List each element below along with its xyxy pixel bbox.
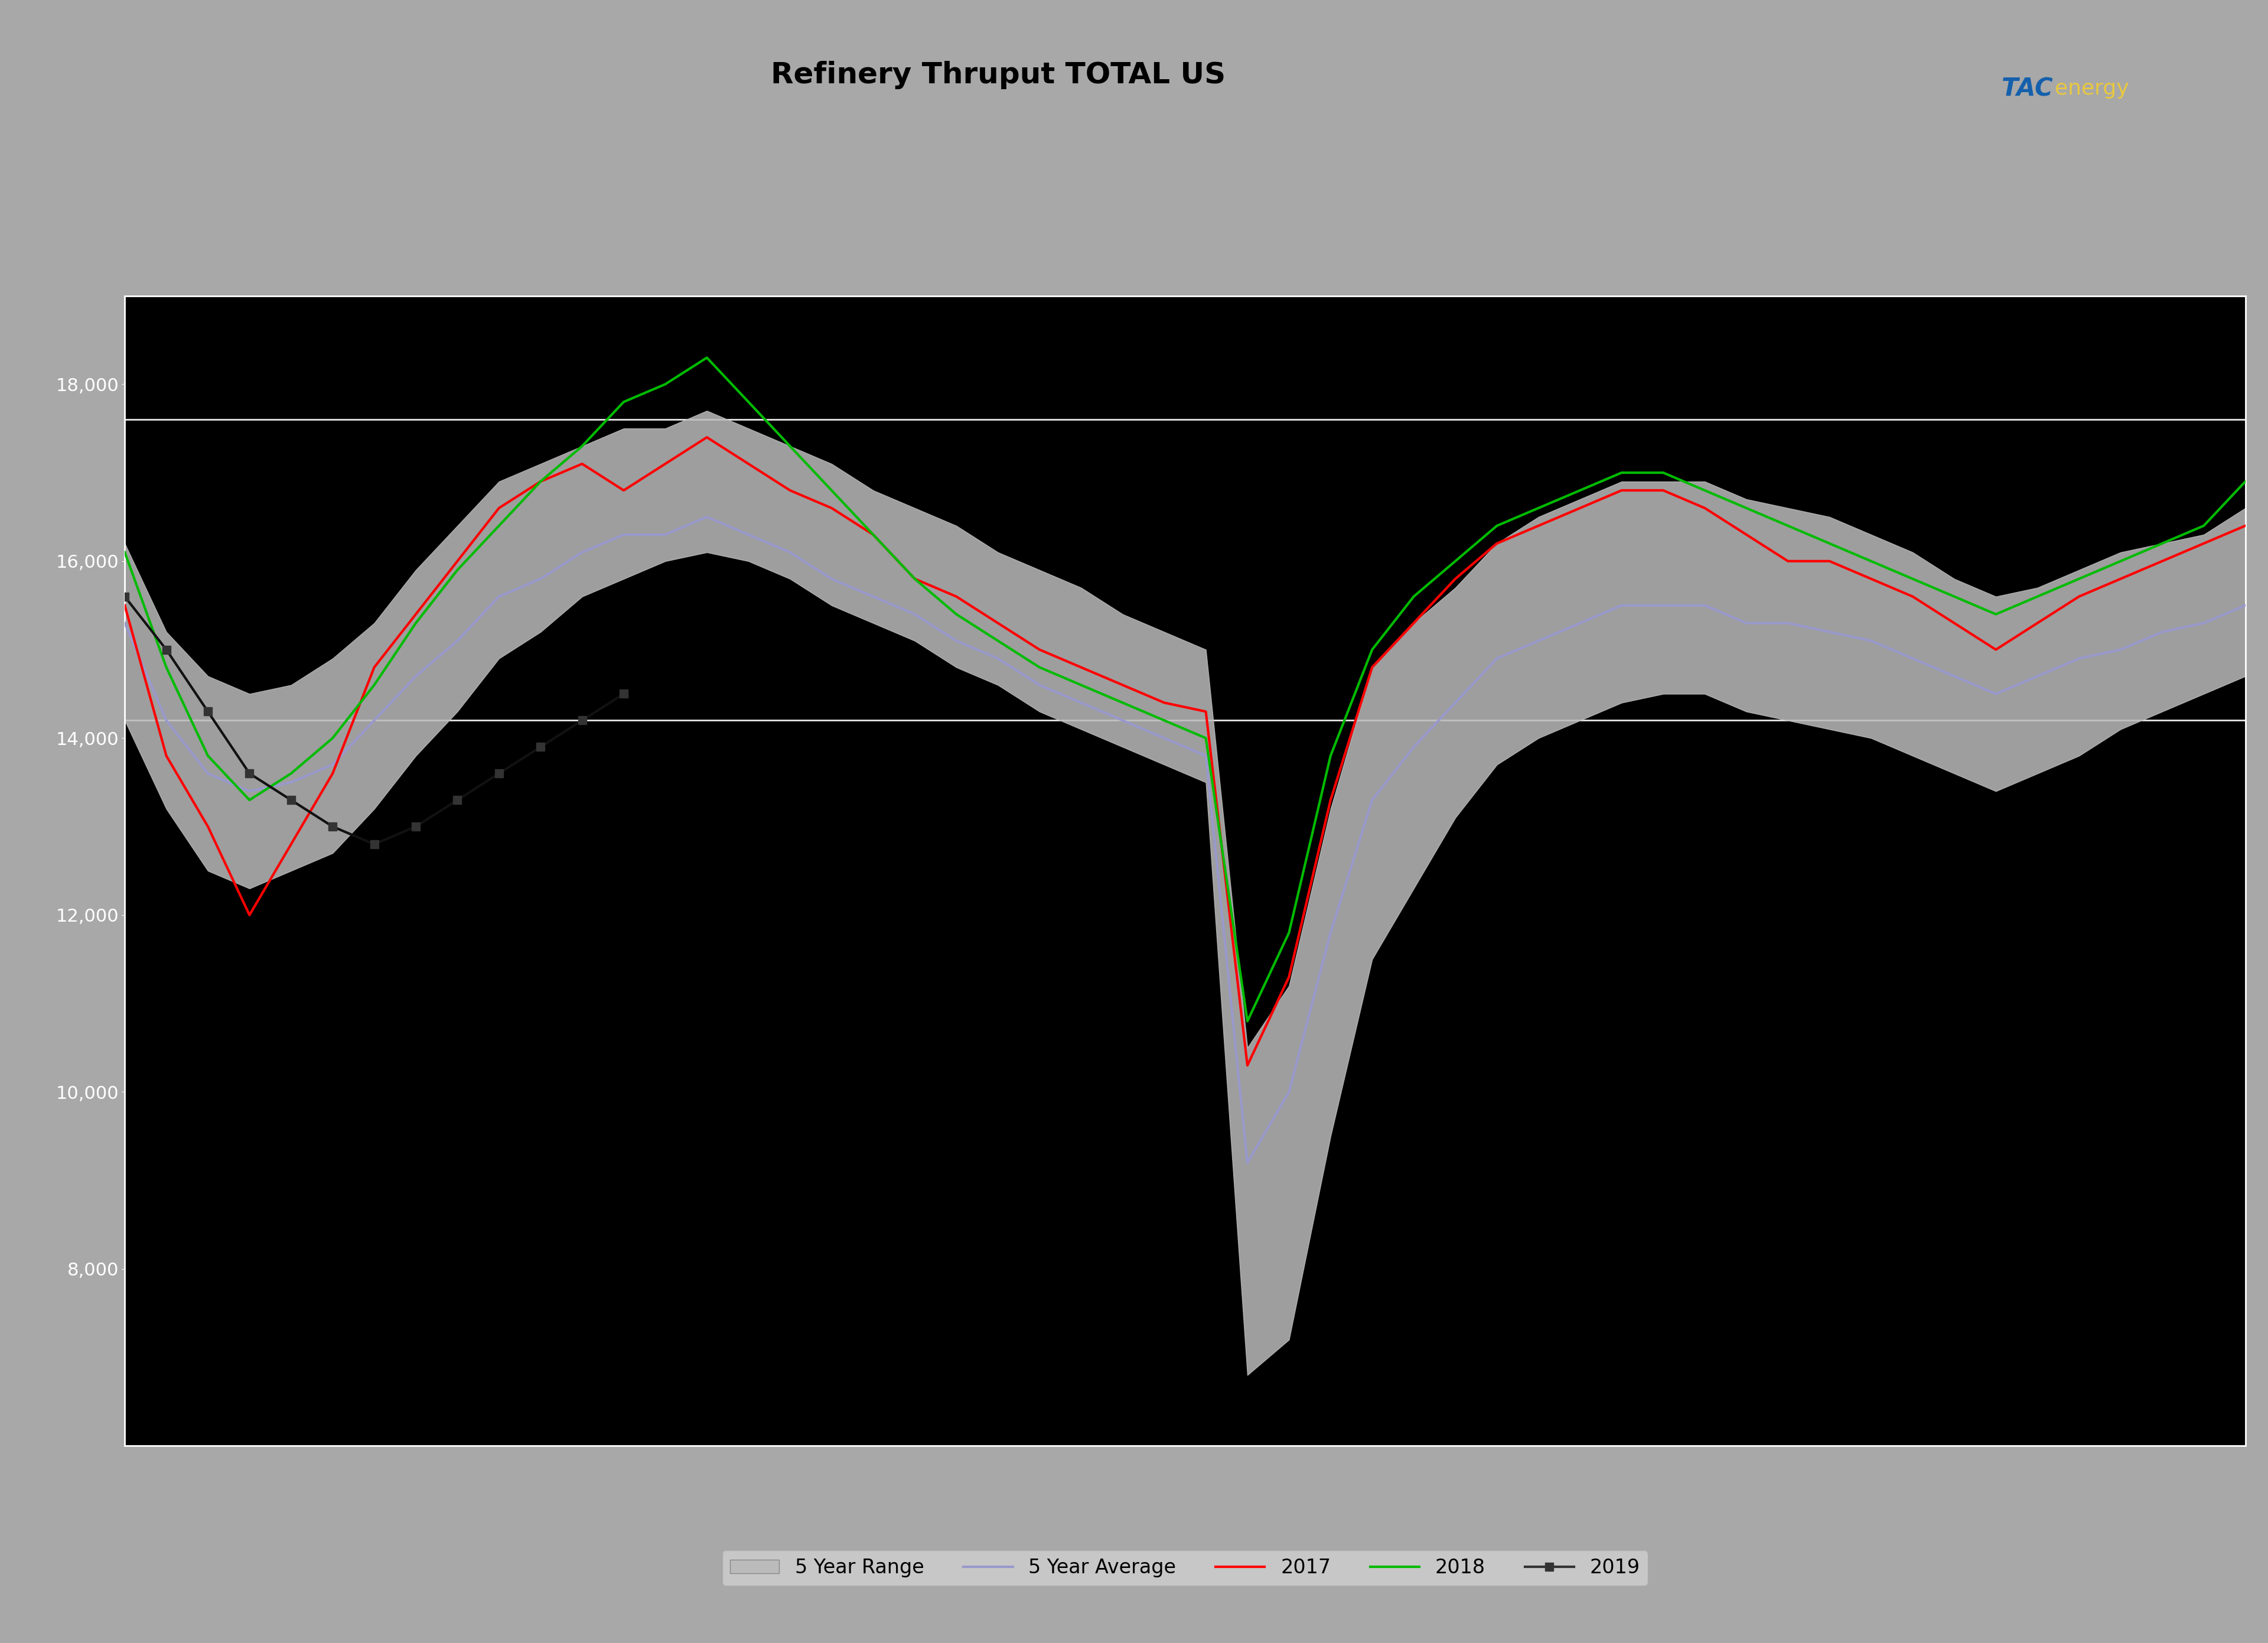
Text: Refinery Thruput TOTAL US: Refinery Thruput TOTAL US <box>771 61 1225 89</box>
Text: energy: energy <box>2055 79 2130 99</box>
Legend: 5 Year Range, 5 Year Average, 2017, 2018, 2019: 5 Year Range, 5 Year Average, 2017, 2018… <box>721 1551 1649 1585</box>
Text: TAC: TAC <box>2000 76 2053 102</box>
